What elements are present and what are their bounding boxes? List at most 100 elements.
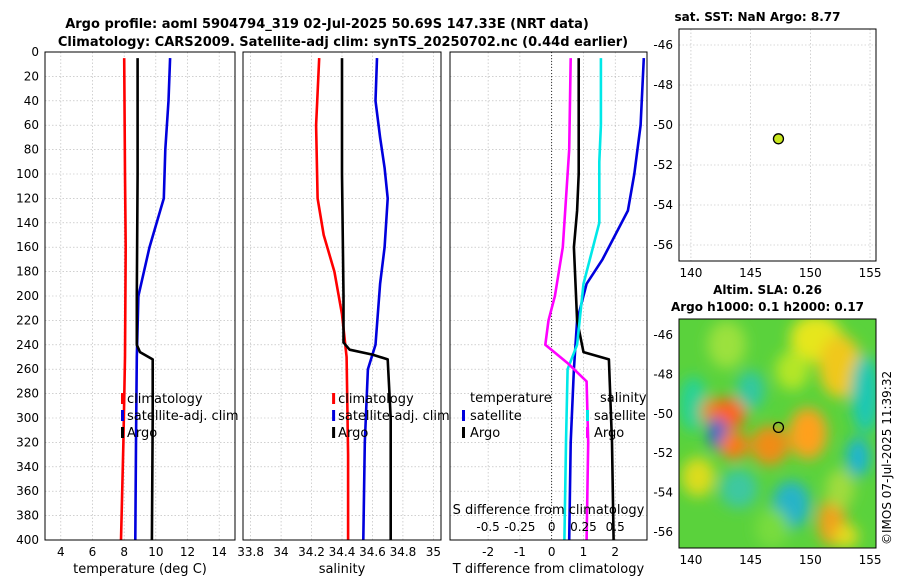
y-tick-label: -50	[653, 407, 673, 421]
sla-map-panel: 140 145 150 155 -46 -48 -50 -52 -54 -56 Altim. SLA…	[653, 283, 881, 567]
x-tick-label: 14	[212, 545, 227, 559]
imos-timestamp: ©IMOS 07-Jul-2025 11:39:32	[880, 371, 894, 545]
y-tick-label: 400	[16, 533, 39, 547]
heatmap-cell	[719, 469, 758, 509]
heatmap-cell	[707, 320, 746, 369]
x-tick-label: 155	[859, 553, 882, 567]
secondary-tick-label: 0.25	[570, 520, 597, 534]
x-tick-label: 34.4	[329, 545, 356, 559]
x-tick-label: 145	[739, 553, 762, 567]
legend-label: satellite	[470, 409, 522, 424]
sla-title-line1: Altim. SLA: 0.26	[713, 283, 822, 297]
series-line-climatology	[314, 58, 350, 540]
x-tick-label: 4	[57, 545, 65, 559]
heatmap-cell	[681, 457, 715, 497]
y-tick-label: 340	[16, 460, 39, 474]
legend-heading-temperature: temperature	[470, 391, 552, 406]
y-tick-label: 320	[16, 435, 39, 449]
y-tick-label: 220	[16, 313, 39, 327]
map-frame	[678, 28, 877, 262]
x-tick-label: 140	[679, 266, 702, 280]
x-tick-label: 155	[859, 266, 882, 280]
x-axis-label: salinity	[319, 562, 366, 577]
x-tick-label: 10	[148, 545, 163, 559]
heatmap-cell	[850, 354, 876, 434]
x-tick-label: 0	[548, 545, 556, 559]
sst-map-panel: 140 145 150 155 -46 -48 -50 -52 -54 -56 sat. SST: …	[653, 10, 881, 280]
plot-frame-2	[449, 51, 648, 541]
x-tick-label: 150	[799, 553, 822, 567]
x-tick-label: 33.8	[237, 545, 264, 559]
y-tick-label: 120	[16, 191, 39, 205]
x-tick-label: 35	[426, 545, 441, 559]
y-tick-label: 40	[24, 94, 39, 108]
sla-title-line2: Argo h1000: 0.1 h2000: 0.17	[671, 300, 864, 314]
secondary-axis-label: S difference from climatology	[453, 503, 645, 518]
y-tick-label: -46	[653, 38, 673, 52]
y-tick-label: 380	[16, 509, 39, 523]
y-tick-label: 20	[24, 69, 39, 83]
plot-frame-0	[44, 51, 236, 541]
legend-label: Argo	[594, 426, 624, 441]
y-tick-label: 300	[16, 411, 39, 425]
legend-swatch	[332, 410, 336, 421]
x-tick-label: 2	[611, 545, 619, 559]
legend-swatch	[121, 427, 124, 438]
x-tick-label: 150	[799, 266, 822, 280]
series-line-argo	[340, 58, 392, 540]
legend-swatch	[586, 427, 589, 438]
figure-title-line2: Climatology: CARS2009. Satellite-adj cli…	[58, 35, 628, 50]
y-tick-label: 100	[16, 167, 39, 181]
heatmap-cell	[775, 350, 810, 391]
sla-heatmap-field	[679, 319, 876, 548]
series-line-t-argo	[572, 58, 615, 541]
series-line-argo	[135, 58, 154, 541]
x-tick-label: 8	[120, 545, 128, 559]
x-tick-label: 6	[89, 545, 97, 559]
difference-panel: -2 -1 0 1 2 T difference from climatology temp…	[449, 51, 648, 577]
y-tick-label: -54	[653, 198, 673, 212]
y-tick-label: 360	[16, 484, 39, 498]
heatmap-cell	[719, 431, 749, 460]
legend-swatch	[332, 427, 336, 438]
figure-title-line1: Argo profile: aoml 5904794_319 02-Jul-20…	[65, 17, 589, 32]
x-axis-label: T difference from climatology	[452, 562, 645, 577]
heatmap-cell	[750, 425, 789, 466]
legend-swatch	[332, 393, 336, 404]
x-tick-label: 34	[273, 545, 288, 559]
x-tick-label: -1	[514, 545, 526, 559]
legend-label: satellite-adj. clim	[338, 409, 450, 424]
heatmap-cell	[679, 376, 708, 432]
plot-frame-1	[242, 51, 442, 541]
legend-label: climatology	[338, 392, 414, 407]
y-tick-label: -48	[653, 78, 673, 92]
secondary-tick-label: 0.5	[606, 520, 625, 534]
heatmap-cell	[834, 524, 859, 548]
x-tick-label: -2	[482, 545, 494, 559]
heatmap-cell	[825, 469, 855, 509]
y-tick-label: 240	[16, 338, 39, 352]
series-line-satellite-adj-clim	[362, 58, 389, 541]
x-axis-label: temperature (deg C)	[73, 562, 207, 577]
legend-label: Argo	[338, 426, 368, 441]
legend-swatch	[121, 410, 124, 421]
y-tick-label: -50	[653, 118, 673, 132]
legend-swatch	[462, 427, 465, 438]
y-tick-label: -46	[653, 328, 673, 342]
y-tick-label: -48	[653, 367, 673, 381]
y-tick-label: 60	[24, 118, 39, 132]
legend-label: Argo	[127, 426, 157, 441]
x-tick-label: 34.8	[390, 545, 417, 559]
y-tick-label: -56	[653, 238, 673, 252]
series-line-satellite-adj-clim	[134, 58, 172, 541]
heatmap-cell	[818, 334, 862, 398]
y-tick-label: 180	[16, 265, 39, 279]
legend-label: climatology	[127, 392, 203, 407]
x-tick-label: 1	[580, 545, 588, 559]
y-tick-label: 160	[16, 240, 39, 254]
secondary-tick-label: -0.5	[476, 520, 499, 534]
map-frame	[678, 318, 877, 549]
y-tick-label: 260	[16, 362, 39, 376]
x-tick-label: 34.6	[359, 545, 386, 559]
